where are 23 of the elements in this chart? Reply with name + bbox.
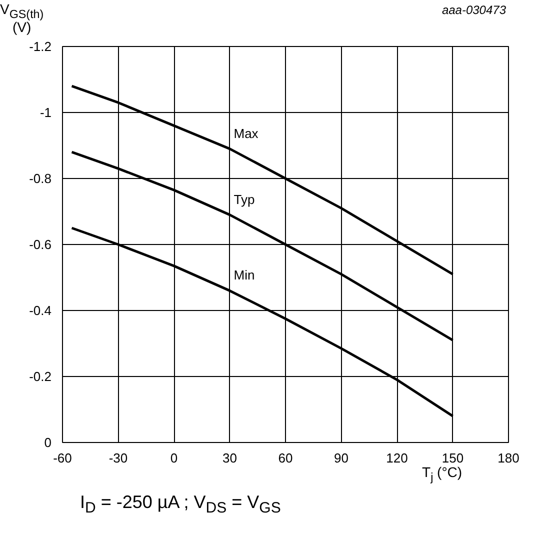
x-axis-title: T$_{j}$ (°C) [422, 463, 462, 486]
series-label: Typ [234, 192, 255, 207]
x-tick-label: 30 [222, 450, 237, 466]
y-tick-label: -1.2 [29, 39, 52, 54]
text: I$_{D}$ = -250 µA ; V$_{DS}$ = V$_{GS}$ [80, 491, 281, 519]
x-tick-label: 90 [334, 450, 348, 466]
x-tick-label: -60 [53, 450, 72, 466]
x-tick-label: -30 [108, 450, 128, 466]
x-tick-label: 0 [170, 450, 178, 466]
y-tick-label: -0.6 [29, 237, 52, 252]
y-tick-label: -0.2 [29, 369, 52, 384]
y-tick-label: 0 [44, 435, 52, 450]
text: aaa-030473 [440, 2, 506, 19]
x-tick-label: 180 [498, 450, 520, 466]
y-tick-label: -0.8 [29, 171, 52, 186]
x-tick-label: 150 [442, 450, 464, 466]
series-label: Max [234, 126, 259, 141]
y-tick-label: -1 [40, 105, 52, 120]
x-tick-label: 60 [278, 450, 293, 466]
series-label: Min [234, 268, 255, 283]
x-tick-label: 120 [386, 450, 408, 466]
y-tick-label: -0.4 [29, 303, 52, 318]
y-axis-title: V$_{GS(th)}$ (V) [0, 1, 44, 36]
